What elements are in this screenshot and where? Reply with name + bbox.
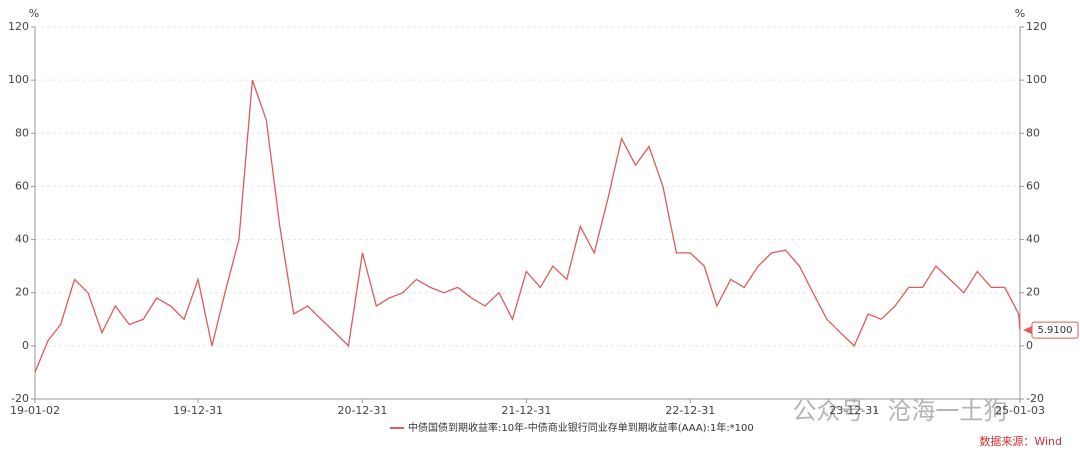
series-line	[34, 79, 1021, 373]
y2-tick-label: 120	[1026, 20, 1047, 33]
y-tick-label: 100	[8, 73, 29, 86]
x-tick-label: 23-12-31	[829, 404, 879, 417]
y2-tick-label: 0	[1026, 339, 1033, 352]
legend-label: 中债国债到期收益率:10年-中债商业银行同业存单到期收益率(AAA):1年:*1…	[408, 421, 754, 434]
source: 数据来源：Wind	[979, 434, 1062, 448]
y2-tick-label: -20	[1026, 392, 1044, 405]
y2-unit: %	[1015, 7, 1025, 20]
y-tick-label: 0	[22, 339, 29, 352]
y2-tick-label: 100	[1026, 73, 1047, 86]
y-tick-label: -20	[11, 392, 29, 405]
value-label: 5.9100	[1038, 325, 1073, 336]
y-unit: %	[29, 7, 39, 20]
x-tick-label: 19-12-31	[173, 404, 223, 417]
x-tick-label: 20-12-31	[337, 404, 387, 417]
y-tick-label: 80	[15, 126, 29, 139]
value-label-pointer	[1023, 326, 1032, 335]
watermark: 公众号 · 沧海一土狗	[793, 397, 1008, 425]
x-tick-label: 25-01-03	[995, 404, 1045, 417]
y2-tick-label: 20	[1026, 286, 1040, 299]
x-tick-label: 22-12-31	[665, 404, 715, 417]
x-tick-label: 19-01-02	[10, 404, 60, 417]
y2-tick-label: 60	[1026, 179, 1040, 192]
y-tick-label: 40	[15, 233, 29, 246]
y-tick-label: 120	[8, 20, 29, 33]
y-tick-label: 60	[15, 179, 29, 192]
y2-tick-label: 80	[1026, 126, 1040, 139]
y2-tick-label: 40	[1026, 233, 1040, 246]
x-tick-label: 21-12-31	[501, 404, 551, 417]
y-tick-label: 20	[15, 286, 29, 299]
